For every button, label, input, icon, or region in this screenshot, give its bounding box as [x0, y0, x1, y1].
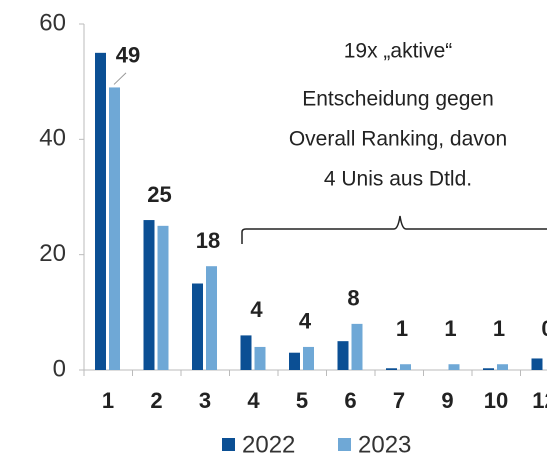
legend-swatch — [222, 438, 235, 451]
y-tick-label: 40 — [39, 125, 66, 152]
legend-label: 2023 — [358, 431, 411, 458]
leader-line — [113, 72, 127, 85]
data-label: 1 — [493, 316, 505, 341]
x-tick-label: 4 — [247, 388, 260, 413]
bar — [192, 283, 203, 370]
x-tick-label: 5 — [296, 388, 308, 413]
data-label: 49 — [116, 43, 140, 68]
x-tick-label: 2 — [150, 388, 162, 413]
bar — [109, 87, 120, 370]
y-tick-label: 0 — [53, 355, 66, 382]
data-label: 25 — [147, 182, 171, 207]
bar — [240, 335, 252, 370]
bar — [206, 266, 217, 370]
x-tick-label: 7 — [393, 388, 405, 413]
x-tick-label: 3 — [199, 388, 211, 413]
annotation: Overall Ranking, davon — [289, 128, 507, 151]
data-label: 4 — [250, 297, 263, 322]
legend-swatch — [338, 438, 351, 451]
x-tick-label: 1 — [102, 388, 114, 413]
bar — [95, 52, 106, 370]
x-tick-label: 10 — [484, 388, 508, 413]
y-tick-label: 60 — [39, 9, 66, 36]
data-label: 1 — [444, 316, 456, 341]
data-label: 4 — [299, 309, 312, 334]
bar — [143, 220, 155, 370]
bar — [386, 368, 397, 370]
data-label: 18 — [196, 228, 220, 253]
bar — [400, 364, 411, 370]
bar — [351, 323, 363, 370]
annotation: 4 Unis aus Dtld. — [324, 168, 472, 191]
annotation: 19x „aktive“ — [344, 40, 453, 63]
bar — [289, 352, 300, 370]
bar — [448, 364, 460, 370]
bar — [531, 358, 543, 370]
y-tick-label: 20 — [39, 240, 66, 267]
data-label: 0 — [541, 316, 547, 341]
bar — [303, 346, 314, 370]
bar — [497, 364, 508, 370]
bar — [337, 341, 349, 370]
legend-label: 2022 — [242, 431, 295, 458]
bar — [254, 346, 266, 370]
data-label: 8 — [347, 286, 359, 311]
x-tick-label: 12 — [532, 388, 547, 413]
x-tick-label: 6 — [344, 388, 356, 413]
bracket — [241, 215, 547, 244]
x-tick-label: 9 — [441, 388, 453, 413]
annotation: Entscheidung gegen — [302, 88, 494, 111]
data-label: 1 — [396, 316, 408, 341]
bar — [157, 225, 169, 370]
bar — [483, 368, 494, 370]
